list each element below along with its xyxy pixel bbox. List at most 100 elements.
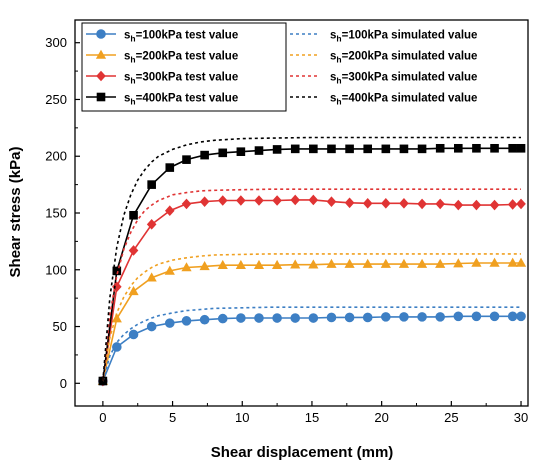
legend-marker — [96, 29, 106, 39]
data-point — [471, 199, 482, 211]
data-point — [435, 198, 445, 210]
data-point — [253, 259, 265, 270]
data-point — [164, 318, 175, 328]
data-point — [453, 258, 464, 268]
data-point — [454, 143, 463, 153]
legend-entry-0: sh=100kPa test value — [86, 29, 238, 44]
data-point — [181, 316, 192, 326]
y-tick-label: 300 — [45, 35, 67, 50]
data-point — [398, 258, 410, 268]
data-point — [489, 257, 500, 267]
data-point — [290, 144, 300, 154]
data-point — [199, 261, 210, 271]
plot-frame — [74, 19, 529, 407]
data-point — [515, 257, 527, 267]
data-point — [217, 313, 228, 324]
data-point — [362, 258, 373, 268]
data-point — [128, 245, 139, 256]
data-point — [381, 198, 391, 209]
data-point — [217, 259, 228, 270]
data-point — [453, 199, 464, 211]
data-point — [417, 198, 427, 210]
data-point — [290, 259, 301, 269]
data-point — [200, 150, 209, 160]
x-tick-label: 0 — [99, 410, 106, 425]
series-5 — [102, 253, 521, 382]
data-point — [362, 312, 373, 323]
data-point — [399, 198, 409, 209]
data-point — [381, 144, 391, 154]
data-point — [453, 311, 464, 322]
simulated-line — [102, 253, 521, 382]
data-point — [326, 196, 337, 207]
legend-label: sh=200kPa simulated value — [330, 51, 477, 65]
series-layer — [97, 136, 527, 387]
legend-entry-4: sh=100kPa simulated value — [290, 30, 477, 44]
data-point — [399, 312, 409, 322]
y-tick-label: 250 — [45, 92, 67, 107]
data-point — [489, 199, 500, 211]
data-point — [146, 321, 157, 332]
data-point — [199, 196, 210, 207]
data-point — [98, 376, 108, 386]
data-point — [344, 197, 355, 209]
y-tick-label: 50 — [53, 319, 67, 334]
y-tick-label: 200 — [45, 149, 67, 164]
series-0 — [98, 311, 526, 386]
data-point — [516, 198, 526, 210]
data-point — [309, 144, 318, 154]
data-point — [489, 311, 500, 322]
data-point — [308, 313, 319, 323]
legend-label: sh=300kPa test value — [124, 72, 238, 86]
data-point — [435, 143, 445, 153]
legend-label: sh=100kPa test value — [124, 30, 238, 44]
simulated-line — [102, 136, 521, 382]
data-point — [490, 143, 499, 153]
legend-entry-1: sh=200kPa test value — [86, 49, 238, 65]
data-point — [236, 195, 246, 206]
data-point — [471, 257, 482, 267]
plot-area — [74, 19, 529, 407]
simulated-line — [102, 188, 521, 382]
y-tick-label: 100 — [45, 262, 67, 277]
x-tick-label: 30 — [514, 410, 528, 425]
data-point — [254, 313, 264, 323]
data-point — [181, 198, 192, 210]
x-tick-label: 25 — [444, 410, 458, 425]
data-point — [182, 155, 191, 164]
legend-label: sh=300kPa simulated value — [330, 72, 477, 86]
data-point — [199, 314, 210, 325]
data-point — [380, 258, 391, 268]
data-point — [217, 195, 228, 206]
data-point — [254, 146, 264, 155]
legend-marker — [95, 49, 107, 59]
data-point — [290, 313, 301, 323]
data-point — [344, 312, 355, 323]
data-point — [164, 205, 175, 217]
legend-label: sh=100kPa simulated value — [330, 30, 477, 44]
y-tick-label: 0 — [60, 376, 67, 391]
data-point — [128, 286, 139, 296]
series-1 — [97, 257, 527, 385]
data-point — [236, 147, 246, 156]
legend-entry-2: sh=300kPa test value — [86, 70, 238, 86]
data-point — [112, 342, 122, 352]
legend-marker — [96, 70, 106, 82]
series-3 — [98, 143, 526, 386]
data-point — [381, 312, 391, 322]
data-point — [146, 272, 157, 282]
series-7 — [102, 136, 521, 382]
data-point — [326, 258, 337, 268]
data-point — [507, 199, 518, 210]
data-point — [272, 259, 283, 270]
x-tick-label: 15 — [305, 410, 319, 425]
x-axis-title: Shear displacement (mm) — [211, 444, 394, 461]
data-point — [308, 259, 319, 269]
data-point — [516, 143, 526, 153]
y-tick-label: 150 — [45, 206, 67, 221]
data-point — [417, 144, 427, 154]
data-point — [417, 312, 427, 322]
data-point — [218, 148, 228, 158]
data-point — [507, 257, 518, 267]
